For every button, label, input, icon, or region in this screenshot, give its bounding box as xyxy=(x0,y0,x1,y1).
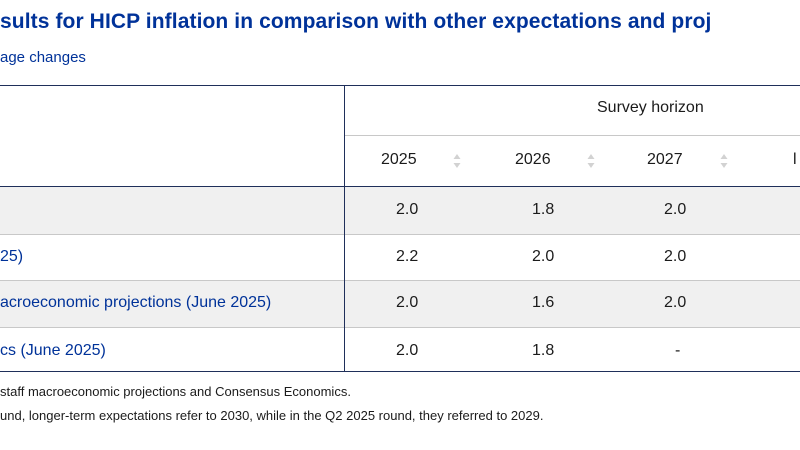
sort-icon[interactable] xyxy=(453,152,461,170)
row-divider xyxy=(0,327,800,328)
table-cell: 2.0 xyxy=(396,342,419,359)
table-row xyxy=(0,187,800,234)
group-header-divider xyxy=(345,135,800,136)
row-divider xyxy=(0,234,800,235)
table-cell: 1.6 xyxy=(532,294,555,311)
column-header-2025[interactable]: 2025 xyxy=(381,151,417,168)
table-cell: 2.2 xyxy=(396,248,419,265)
table-title: sults for HICP inflation in comparison w… xyxy=(0,10,712,33)
sort-icon[interactable] xyxy=(720,152,728,170)
survey-horizon-header: Survey horizon xyxy=(597,99,704,116)
row-label: 25) xyxy=(0,248,24,265)
column-divider xyxy=(344,85,345,371)
row-divider xyxy=(0,280,800,281)
table-row xyxy=(0,281,800,327)
table-note: staff macroeconomic projections and Cons… xyxy=(0,384,351,399)
table-cell: 2.0 xyxy=(664,294,687,311)
table-cell: 2.0 xyxy=(664,201,687,218)
column-header-2027[interactable]: 2027 xyxy=(647,151,683,168)
row-label: cs (June 2025) xyxy=(0,342,106,359)
table-cell: 2.0 xyxy=(664,248,687,265)
table-note: und, longer-term expectations refer to 2… xyxy=(0,408,544,423)
table-cell: 2.0 xyxy=(396,294,419,311)
column-header-2026[interactable]: 2026 xyxy=(515,151,551,168)
column-header-longer-term[interactable]: l xyxy=(793,151,797,168)
row-label: acroeconomic projections (June 2025) xyxy=(0,294,272,311)
table-cell: 2.0 xyxy=(396,201,419,218)
header-bottom-border xyxy=(0,186,800,187)
table-bottom-border xyxy=(0,371,800,372)
table-cell: 1.8 xyxy=(532,201,555,218)
table-subtitle: age changes xyxy=(0,49,86,66)
table-cell: 2.0 xyxy=(532,248,555,265)
sort-icon[interactable] xyxy=(587,152,595,170)
table-cell: - xyxy=(675,342,681,359)
table-top-border xyxy=(0,85,800,86)
table-cell: 1.8 xyxy=(532,342,555,359)
